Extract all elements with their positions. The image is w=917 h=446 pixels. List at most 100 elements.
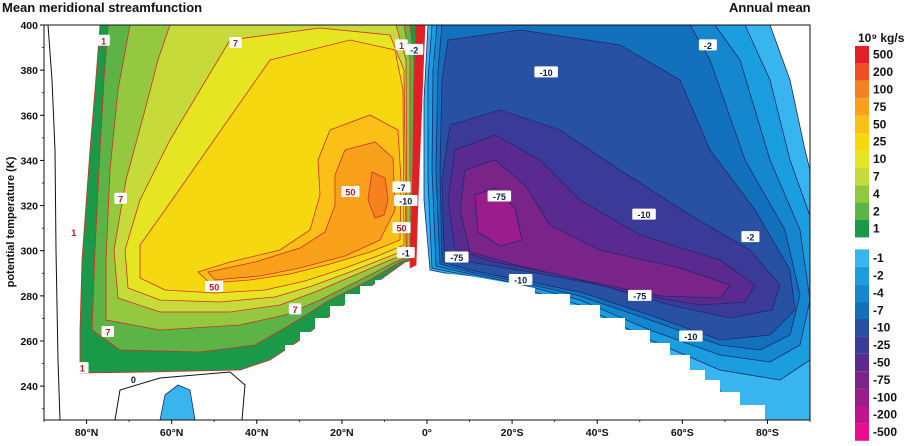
colorbar-label: -50 bbox=[873, 356, 891, 370]
contour-label: 50 bbox=[345, 188, 355, 198]
contour-label-box bbox=[632, 208, 656, 220]
y-tick-label: 320 bbox=[20, 201, 38, 213]
contour-label: 1 bbox=[399, 41, 404, 51]
contour-label-box bbox=[487, 190, 512, 202]
x-tick-label: 60°N bbox=[160, 427, 183, 439]
colorbar-swatch bbox=[855, 406, 869, 424]
x-tick-label: 20°N bbox=[330, 427, 353, 439]
contour-label-box bbox=[445, 251, 469, 263]
contour-label-box bbox=[114, 192, 127, 204]
x-tick-label: 40°N bbox=[245, 427, 268, 439]
contour-label-box bbox=[508, 274, 533, 286]
contour-label: 50 bbox=[209, 282, 219, 292]
colorbar-units: 10⁹ kg/s bbox=[858, 31, 905, 45]
y-tick-label: 360 bbox=[20, 110, 38, 122]
contour-label: 7 bbox=[293, 305, 298, 315]
colorbar-swatch bbox=[855, 284, 869, 302]
contour-label: -75 bbox=[493, 192, 506, 202]
contour-label: 0 bbox=[131, 375, 136, 385]
x-tick-label: 80°N bbox=[75, 427, 98, 439]
chart-subtitle: Annual mean bbox=[729, 0, 811, 15]
colorbar-swatch bbox=[855, 63, 869, 81]
x-tick-label: 60°S bbox=[671, 427, 694, 439]
colorbar-label: 7 bbox=[873, 170, 880, 184]
colorbar-label: 10 bbox=[873, 152, 887, 166]
y-tick-label: 260 bbox=[20, 336, 38, 348]
contour-label-box bbox=[392, 222, 411, 234]
contour-label: -7 bbox=[397, 183, 405, 193]
contour-label: -2 bbox=[410, 45, 418, 55]
colorbar-label: -75 bbox=[873, 373, 891, 387]
zero-contour-left bbox=[47, 25, 61, 420]
colorbar-label: -200 bbox=[873, 408, 897, 422]
contour-label: -2 bbox=[704, 41, 712, 51]
colorbar-label: -1 bbox=[873, 251, 884, 265]
contour-label-box bbox=[679, 330, 703, 342]
contour-label-box bbox=[392, 181, 411, 193]
zero-contour-bottom bbox=[114, 371, 246, 420]
contour-label: -10 bbox=[514, 276, 527, 286]
y-tick-label: 240 bbox=[20, 381, 38, 393]
colorbar-label: 100 bbox=[873, 83, 893, 97]
y-tick-label: 400 bbox=[20, 20, 38, 32]
colorbar-swatch bbox=[855, 301, 869, 319]
y-tick-label: 340 bbox=[20, 155, 38, 167]
contour-label: -75 bbox=[633, 291, 646, 301]
contour-field bbox=[44, 25, 840, 420]
colorbar-swatch bbox=[855, 249, 869, 267]
contour-label-box bbox=[288, 303, 302, 315]
colorbar-swatch bbox=[855, 80, 869, 99]
chart-title: Mean meridional streamfunction bbox=[2, 0, 203, 15]
y-axis-label: potential temperature (K) bbox=[5, 156, 17, 287]
contour-label: 50 bbox=[396, 224, 406, 234]
contour-label: -10 bbox=[638, 210, 651, 220]
colorbar-swatch bbox=[855, 98, 869, 116]
colorbar-label: 50 bbox=[873, 117, 887, 131]
contour-label-box bbox=[101, 325, 115, 337]
contour-label: 1 bbox=[101, 36, 106, 46]
y-axis: 240 260 280 300 320 340 360 380 400 bbox=[20, 20, 44, 410]
contour-fill-nh-neg-patch bbox=[159, 384, 196, 420]
colorbar-swatch bbox=[855, 167, 869, 186]
colorbar-label: 500 bbox=[873, 48, 893, 62]
contour-label-box bbox=[67, 226, 81, 238]
contour-label-box bbox=[405, 43, 424, 55]
contour-fill-nh-9 bbox=[367, 171, 389, 219]
contour-label: -75 bbox=[450, 253, 463, 263]
contour-label: -2 bbox=[746, 233, 754, 243]
contour-label-box bbox=[393, 195, 418, 207]
x-tick-label: 40°S bbox=[586, 427, 609, 439]
zero-contour-right bbox=[828, 25, 840, 420]
colorbar-swatch bbox=[855, 319, 869, 337]
contour-label-box bbox=[628, 289, 652, 301]
contour-label-box bbox=[341, 186, 360, 198]
y-tick-label: 280 bbox=[20, 291, 38, 303]
contour-label: 7 bbox=[118, 194, 123, 204]
contour-label-box bbox=[76, 362, 89, 374]
x-tick-label: 20°S bbox=[501, 427, 524, 439]
colorbar-swatch bbox=[855, 353, 869, 372]
contour-label: -10 bbox=[684, 332, 697, 342]
contour-label: 1 bbox=[80, 364, 85, 374]
y-tick-label: 380 bbox=[20, 65, 38, 77]
colorbar-swatch bbox=[855, 133, 869, 151]
x-tick-label: 0° bbox=[422, 427, 432, 439]
colorbar-swatch bbox=[855, 150, 869, 168]
colorbar-label: -10 bbox=[873, 321, 891, 335]
contour-label: 1 bbox=[71, 228, 76, 238]
colorbar-swatch bbox=[855, 423, 869, 441]
contour-label: -1 bbox=[402, 248, 410, 258]
x-axis: 80°N 60°N 40°N 20°N 0° 20°S 40°S 60°S 80°S bbox=[43, 420, 811, 439]
colorbar-label: -4 bbox=[873, 286, 884, 300]
colorbar-swatch bbox=[855, 220, 869, 238]
x-tick-label: 80°S bbox=[756, 427, 779, 439]
contour-label: -10 bbox=[540, 68, 553, 78]
colorbar-label: -100 bbox=[873, 390, 897, 404]
y-tick-label: 300 bbox=[20, 246, 38, 258]
contour-label-box bbox=[395, 39, 408, 51]
colorbar-swatch bbox=[855, 46, 869, 64]
contour-label: -10 bbox=[399, 197, 412, 207]
colorbar-label: 75 bbox=[873, 100, 887, 114]
colorbar-swatch bbox=[855, 266, 869, 285]
contour-label-box bbox=[229, 37, 242, 49]
